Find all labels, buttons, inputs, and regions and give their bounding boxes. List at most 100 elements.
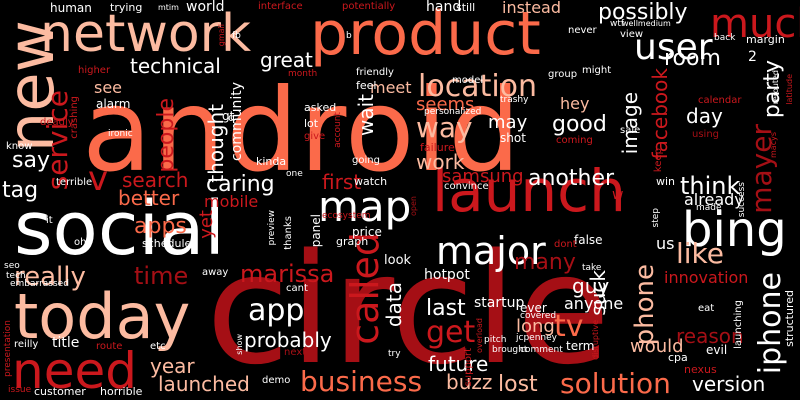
word-wtf: wtf <box>610 19 625 29</box>
word-going: going <box>352 155 380 166</box>
word-may: may <box>488 112 528 133</box>
word-phone: phone <box>630 264 660 346</box>
word-mobile: mobile <box>204 192 259 211</box>
word-higher: higher <box>78 65 111 76</box>
word-yet: yet <box>196 210 217 239</box>
word-coming: coming <box>556 135 593 146</box>
word-covered: covered <box>520 311 557 321</box>
word-today: today <box>14 280 191 353</box>
word-demo: demo <box>262 375 291 386</box>
word-startup: startup <box>474 295 525 311</box>
word-reason: reason <box>676 324 744 348</box>
word-still: still <box>456 1 476 14</box>
word-macys: macys <box>769 132 778 158</box>
word-gmail: gmail <box>217 24 226 47</box>
word-latitude: latitude <box>785 74 794 105</box>
word-year: year <box>150 354 195 378</box>
word-hotpot: hotpot <box>424 267 470 283</box>
word-terrible: terrible <box>56 177 93 188</box>
word-launching: launching <box>733 300 744 349</box>
word-feel: feel <box>356 79 377 92</box>
word-get: get <box>426 315 476 350</box>
word-jcpenney: jcpenney <box>516 333 557 343</box>
word-future: future <box>428 352 489 376</box>
word-reilly: reilly <box>14 339 39 350</box>
word-know: know <box>6 141 33 152</box>
word-bing: bing <box>682 202 787 258</box>
word-world: world <box>186 0 225 15</box>
word-alarm: alarm <box>96 97 131 111</box>
word-disruptive: disruptive <box>591 320 600 360</box>
word-view: view <box>620 29 644 40</box>
word-called: called <box>343 232 387 345</box>
word-model: model <box>452 75 484 86</box>
word-search: search <box>122 168 189 192</box>
word-samsung: samsung <box>442 166 524 187</box>
word-marissa: marissa <box>240 260 335 288</box>
word-us: us <box>656 234 675 253</box>
word-think: think <box>680 172 741 200</box>
word-possibly: possibly <box>598 0 688 25</box>
word-away: away <box>202 267 229 278</box>
word-hand: hand <box>426 0 462 15</box>
word-location: location <box>418 69 538 104</box>
word-take: take <box>582 263 602 273</box>
word-next: next <box>284 347 307 358</box>
word-one: one <box>286 169 303 179</box>
word-guy: guy <box>572 274 610 298</box>
word-first: first <box>322 170 362 194</box>
word-friendly: friendly <box>356 67 394 78</box>
word-title: title <box>52 335 80 351</box>
word-structured: structured <box>783 290 796 347</box>
word-evil: evil <box>706 343 728 357</box>
word-customer: customer <box>34 385 86 398</box>
word-ecosystem: ecosystem <box>322 211 371 221</box>
word-false: false <box>574 233 603 247</box>
word-w: w <box>612 187 624 203</box>
word-thanks: thanks <box>283 216 294 250</box>
word-try: try <box>388 349 401 359</box>
word-keep: keep <box>653 148 664 173</box>
word-presentation: presentation <box>3 320 13 377</box>
word-social: social <box>14 186 225 272</box>
word-lot: lot <box>304 117 319 130</box>
word-sale: sale <box>620 125 641 136</box>
word-facebook: facebook <box>648 68 672 160</box>
word-app: app <box>248 293 305 328</box>
word-overload: overload <box>475 318 484 353</box>
word-need: need <box>12 342 137 400</box>
word-would: would <box>630 336 684 357</box>
word-give: give <box>304 131 326 142</box>
word-tv: tv <box>554 309 584 344</box>
word-android: android <box>82 64 522 197</box>
word-fb: fb <box>232 31 241 41</box>
word-gt: gt <box>222 109 235 123</box>
word-preview: preview <box>267 210 277 246</box>
word-kinda: kinda <box>256 155 287 168</box>
word-day: day <box>686 104 723 128</box>
word-trying: trying <box>110 1 143 14</box>
word-b: b <box>346 31 352 41</box>
word-technical: technical <box>130 54 221 78</box>
word-calendar: calendar <box>698 95 742 106</box>
word-like: like <box>676 237 725 270</box>
word-cant: cant <box>286 283 308 294</box>
word-map: map <box>318 182 412 231</box>
word-group: group <box>548 69 578 80</box>
word-never: never <box>568 25 597 36</box>
word-step: step <box>651 208 661 228</box>
word-shot: shot <box>500 131 526 145</box>
word-cpa: cpa <box>668 351 688 364</box>
word-comment: comment <box>520 345 563 355</box>
word-room: room <box>664 46 721 71</box>
word-wellmedium: wellmedium <box>622 19 671 28</box>
word-product: product <box>310 0 541 69</box>
word-innovation: innovation <box>664 268 749 287</box>
word-term: term <box>566 339 595 353</box>
word-say: say <box>12 148 50 173</box>
word-trashy: trashy <box>500 95 529 105</box>
word-rerouted: rerouted <box>771 70 780 105</box>
word-price: price <box>352 225 382 239</box>
word-convince: convince <box>444 181 489 192</box>
word-graph: graph <box>336 235 369 248</box>
